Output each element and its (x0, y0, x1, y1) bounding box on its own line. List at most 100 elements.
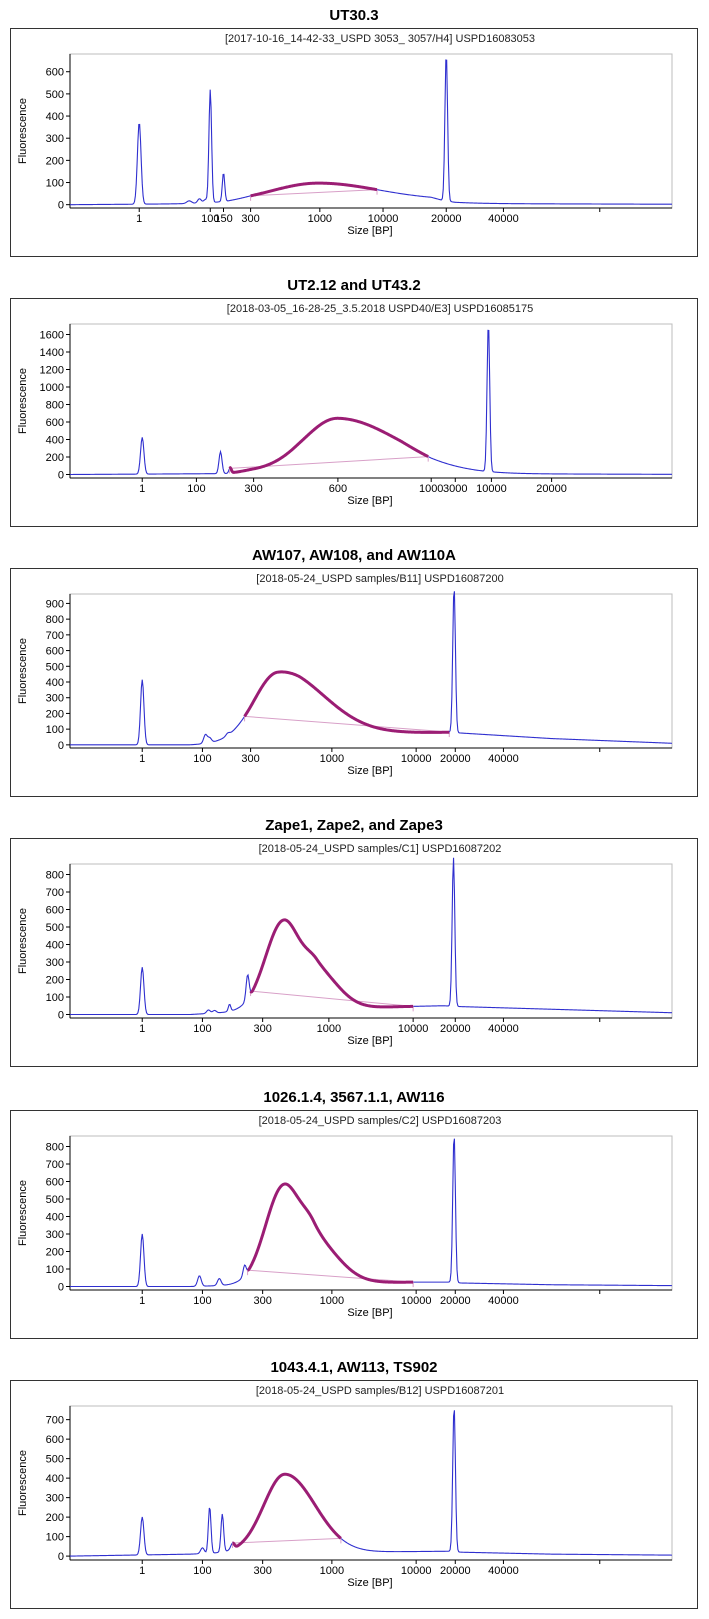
x-tick-label: 1000 (320, 1295, 344, 1307)
y-axis-label: Fluorescence (17, 368, 29, 434)
chart-panel-4: Zape1, Zape2, and Zape3 [2018-05-24_USPD … (10, 817, 698, 1067)
x-tick-label: 300 (241, 213, 259, 225)
x-tick-label: 100 (193, 753, 211, 765)
x-tick-label: 1 (139, 483, 145, 495)
x-tick-label: 100 (193, 1565, 211, 1577)
y-tick-label: 300 (46, 133, 64, 145)
signal-trace (69, 1410, 673, 1557)
x-tick-label: 100 (193, 1295, 211, 1307)
x-tick-label: 300 (244, 483, 262, 495)
x-axis-label: Size [BP] (347, 1307, 392, 1319)
y-tick-label: 1000 (40, 382, 64, 394)
y-tick-label: 0 (58, 470, 64, 482)
chart-panel-3: AW107, AW108, and AW110A [2018-05-24_USPD… (10, 547, 698, 797)
x-axis-label: Size [BP] (347, 495, 392, 507)
x-tick-label: 40000 (488, 1295, 519, 1307)
y-tick-label: 100 (46, 1532, 64, 1544)
x-tick-label: 1 (139, 1023, 145, 1035)
y-tick-label: 600 (46, 417, 64, 429)
panel-title: UT2.12 and UT43.2 (287, 277, 420, 294)
chart-panel-2: UT2.12 and UT43.2 [2018-03-05_16-28-25_3.… (10, 277, 698, 527)
panel-frame (10, 838, 698, 1067)
y-tick-label: 600 (46, 905, 64, 917)
sample-region-trace (243, 670, 450, 734)
x-tick-label: 1000 (320, 753, 344, 765)
x-tick-label: 1 (136, 213, 142, 225)
x-tick-label: 300 (253, 1023, 271, 1035)
y-tick-label: 100 (46, 1264, 64, 1276)
y-tick-label: 500 (46, 1194, 64, 1206)
x-tick-label: 300 (253, 1295, 271, 1307)
y-axis-label: Fluorescence (17, 1450, 29, 1516)
x-tick-label: 10000 (401, 1295, 432, 1307)
panel-frame (10, 568, 698, 797)
panel-subtitle: [2018-05-24_USPD samples/B11] USPD160872… (256, 573, 503, 585)
y-tick-label: 300 (46, 693, 64, 705)
x-tick-label: 1 (139, 753, 145, 765)
x-tick-label: 100 (201, 213, 219, 225)
y-tick-label: 0 (58, 1010, 64, 1022)
region-baseline (250, 189, 378, 197)
y-tick-label: 700 (46, 1159, 64, 1171)
y-tick-label: 400 (46, 1473, 64, 1485)
panel-frame (10, 1380, 698, 1609)
chart-panel-1: UT30.3 [2017-10-16_14-42-33_USPD 3053_ 30… (10, 7, 698, 257)
y-tick-label: 900 (46, 598, 64, 610)
panel-subtitle: [2018-03-05_16-28-25_3.5.2018 USPD40/E3]… (227, 303, 533, 315)
x-tick-label: 300 (241, 753, 259, 765)
panel-subtitle: [2018-05-24_USPD samples/C2] USPD1608720… (259, 1115, 502, 1127)
x-tick-label: 10000 (476, 483, 507, 495)
y-tick-label: 1400 (40, 347, 64, 359)
y-tick-label: 400 (46, 940, 64, 952)
y-tick-label: 200 (46, 1512, 64, 1524)
y-axis-label: Fluorescence (17, 1180, 29, 1246)
x-tick-label: 40000 (488, 753, 519, 765)
y-tick-label: 300 (46, 957, 64, 969)
x-tick-label: 1 (139, 1295, 145, 1307)
y-tick-label: 400 (46, 1212, 64, 1224)
y-tick-label: 0 (58, 1282, 64, 1294)
y-tick-label: 1600 (40, 330, 64, 342)
y-tick-label: 0 (58, 740, 64, 752)
panel-title: 1043.4.1, AW113, TS902 (270, 1359, 437, 1376)
y-tick-label: 600 (46, 67, 64, 79)
chart-panel-6: 1043.4.1, AW113, TS902 [2018-05-24_USPD s… (10, 1359, 698, 1609)
region-baseline (247, 1269, 414, 1283)
y-tick-label: 800 (46, 870, 64, 882)
region-baseline (232, 1537, 341, 1544)
x-tick-label: 20000 (431, 213, 462, 225)
x-axis-label: Size [BP] (347, 225, 392, 237)
y-tick-label: 400 (46, 435, 64, 447)
y-tick-label: 1200 (40, 365, 64, 377)
y-axis-label: Fluorescence (17, 638, 29, 704)
x-tick-label: 10000 (398, 1023, 429, 1035)
panel-title: AW107, AW108, and AW110A (252, 547, 456, 564)
y-tick-label: 100 (46, 178, 64, 190)
sample-region-trace (249, 181, 379, 198)
y-tick-label: 600 (46, 1434, 64, 1446)
region-baseline (250, 990, 414, 1007)
y-tick-label: 500 (46, 89, 64, 101)
y-tick-label: 0 (58, 200, 64, 212)
x-axis-label: Size [BP] (347, 1577, 392, 1589)
y-tick-label: 200 (46, 975, 64, 987)
y-axis-label: Fluorescence (17, 98, 29, 164)
x-tick-label: 40000 (488, 1565, 519, 1577)
x-tick-label: 100 (187, 483, 205, 495)
y-tick-label: 800 (46, 614, 64, 626)
y-tick-label: 100 (46, 992, 64, 1004)
y-tick-label: 300 (46, 1493, 64, 1505)
x-axis-label: Size [BP] (347, 1035, 392, 1047)
x-tick-label: 10000 (401, 1565, 432, 1577)
x-axis-label: Size [BP] (347, 765, 392, 777)
x-tick-label: 300 (253, 1565, 271, 1577)
x-tick-label: 20000 (440, 1023, 471, 1035)
x-tick-label: 20000 (536, 483, 567, 495)
panel-frame (10, 1110, 698, 1339)
x-tick-label: 40000 (488, 1023, 519, 1035)
y-tick-label: 200 (46, 1247, 64, 1259)
x-tick-label: 1000 (320, 1565, 344, 1577)
x-tick-label: 20000 (440, 1295, 471, 1307)
y-tick-label: 200 (46, 708, 64, 720)
